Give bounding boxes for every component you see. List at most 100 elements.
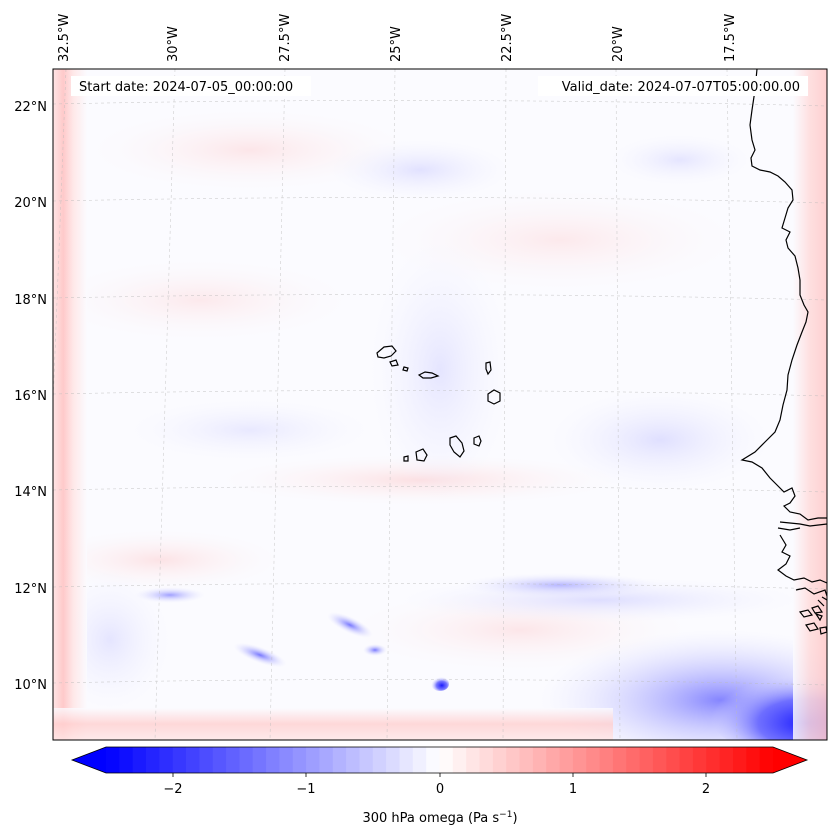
cbar-tick-label-neg2: −2 xyxy=(163,782,182,797)
colorbar-cell xyxy=(332,747,347,773)
colorbar-cell xyxy=(639,747,654,773)
colorbar-cell xyxy=(212,747,227,773)
lon-label-17-5w: 17.5°W xyxy=(723,14,738,62)
bijagos-islands xyxy=(798,605,827,635)
brava-island xyxy=(403,455,409,462)
cbar-tick-label-2: 2 xyxy=(702,782,710,797)
gridline-lon-17-5 xyxy=(726,69,738,740)
colorbar-outline xyxy=(70,746,809,774)
omega-field xyxy=(53,69,827,740)
colorbar-tick-labels: −2 −1 0 1 2 xyxy=(163,782,710,797)
colorbar-cell xyxy=(679,747,694,773)
sao-nicolau-island xyxy=(417,371,440,379)
colorbar-ticks xyxy=(172,773,707,777)
colorbar-cell xyxy=(279,747,294,773)
gridline-lon-20 xyxy=(615,69,621,740)
colorbar-cell xyxy=(186,747,200,773)
cbar-tick-label-neg1: −1 xyxy=(296,782,315,797)
gridline-lon-27-5 xyxy=(269,69,286,740)
start-date-text: Start date: 2024-07-05_00:00:00 xyxy=(79,80,293,95)
colorbar-cell xyxy=(652,747,667,773)
colorbar-cell xyxy=(519,747,534,773)
colorbar-cells xyxy=(106,747,774,773)
map-frame xyxy=(52,68,828,741)
colorbar-cell xyxy=(612,747,627,773)
colorbar-extend-min xyxy=(72,747,106,773)
gridline-lat-12 xyxy=(53,583,827,590)
colorbar-cell xyxy=(306,747,321,773)
cape-verde-islands xyxy=(376,345,501,462)
lat-label-22n: 22°N xyxy=(14,100,47,115)
colorbar-cell xyxy=(226,747,240,773)
lat-label-18n: 18°N xyxy=(14,293,47,308)
colorbar-cell xyxy=(692,747,707,773)
valid-date-text: Valid_date: 2024-07-07T05:00:00.00 xyxy=(562,80,800,95)
latitude-labels: 22°N 20°N 18°N 16°N 14°N 12°N 10°N xyxy=(14,100,47,693)
colorbar-cell xyxy=(172,747,187,773)
gridline-lat-10 xyxy=(53,679,827,686)
gridline-lat-18 xyxy=(53,294,827,301)
gridline-lat-22 xyxy=(53,100,827,107)
santo-antao-island xyxy=(376,345,397,359)
colorbar-label: 300 hPa omega (Pa s−1) xyxy=(362,810,517,826)
colorbar-cell xyxy=(439,747,454,773)
colorbar-cell xyxy=(199,747,214,773)
colorbar-cell xyxy=(266,747,281,773)
colorbar-cell xyxy=(466,747,481,773)
colorbar-cell xyxy=(346,747,361,773)
colorbar-cell xyxy=(626,747,641,773)
maio-island xyxy=(473,435,482,447)
cbar-tick-label-1: 1 xyxy=(569,782,577,797)
sao-vicente-island xyxy=(389,359,399,367)
gridline-lat-14 xyxy=(53,486,827,493)
colorbar-cell xyxy=(759,747,774,773)
colorbar-cell xyxy=(732,747,747,773)
graticule xyxy=(53,69,827,740)
colorbar-label-main: 300 hPa omega (Pa s xyxy=(362,811,499,826)
cbar-tick-label-0: 0 xyxy=(436,782,444,797)
colorbar-extend-max xyxy=(773,747,807,773)
lat-label-20n: 20°N xyxy=(14,196,47,211)
colorbar-cell xyxy=(559,747,574,773)
africa-coastline xyxy=(740,69,827,521)
colorbar-cell xyxy=(106,747,120,773)
santa-luzia-island xyxy=(402,366,409,372)
bijagos-coast xyxy=(795,587,827,597)
colorbar-cell xyxy=(532,747,547,773)
gridline-lat-16 xyxy=(53,390,827,397)
gridline-lon-25 xyxy=(386,69,396,740)
coastlines xyxy=(740,69,827,635)
lat-label-14n: 14°N xyxy=(14,485,47,500)
colorbar-cell xyxy=(746,747,761,773)
colorbar-cell xyxy=(319,747,334,773)
colorbar-label-close: ) xyxy=(512,811,517,826)
santiago-island xyxy=(449,435,465,458)
colorbar-cell xyxy=(132,747,147,773)
lon-label-25w: 25°W xyxy=(389,26,404,62)
gridline-lat-20 xyxy=(53,197,827,204)
colorbar-cell xyxy=(399,747,414,773)
colorbar-cell xyxy=(412,747,427,773)
colorbar-cell xyxy=(359,747,374,773)
colorbar-cell xyxy=(426,747,441,773)
colorbar-cell xyxy=(119,747,134,773)
colorbar-cell xyxy=(292,747,307,773)
lon-label-22-5w: 22.5°W xyxy=(500,14,515,62)
colorbar-cell xyxy=(586,747,601,773)
colorbar-cell xyxy=(252,747,267,773)
colorbar-cell xyxy=(546,747,561,773)
lat-label-12n: 12°N xyxy=(14,582,47,597)
guinea-bissau-coast xyxy=(777,534,827,584)
longitude-labels: 32.5°W 30°W 27.5°W 25°W 22.5°W 20°W 17.5… xyxy=(57,14,738,62)
colorbar-cell xyxy=(492,747,507,773)
fogo-island xyxy=(415,448,428,462)
colorbar-cell xyxy=(506,747,521,773)
colorbar-cell xyxy=(599,747,614,773)
colorbar-cell xyxy=(372,747,387,773)
sal-island xyxy=(485,361,492,376)
lon-label-27-5w: 27.5°W xyxy=(278,14,293,62)
bijagos-channel xyxy=(817,596,827,607)
lon-label-30w: 30°W xyxy=(166,26,181,62)
